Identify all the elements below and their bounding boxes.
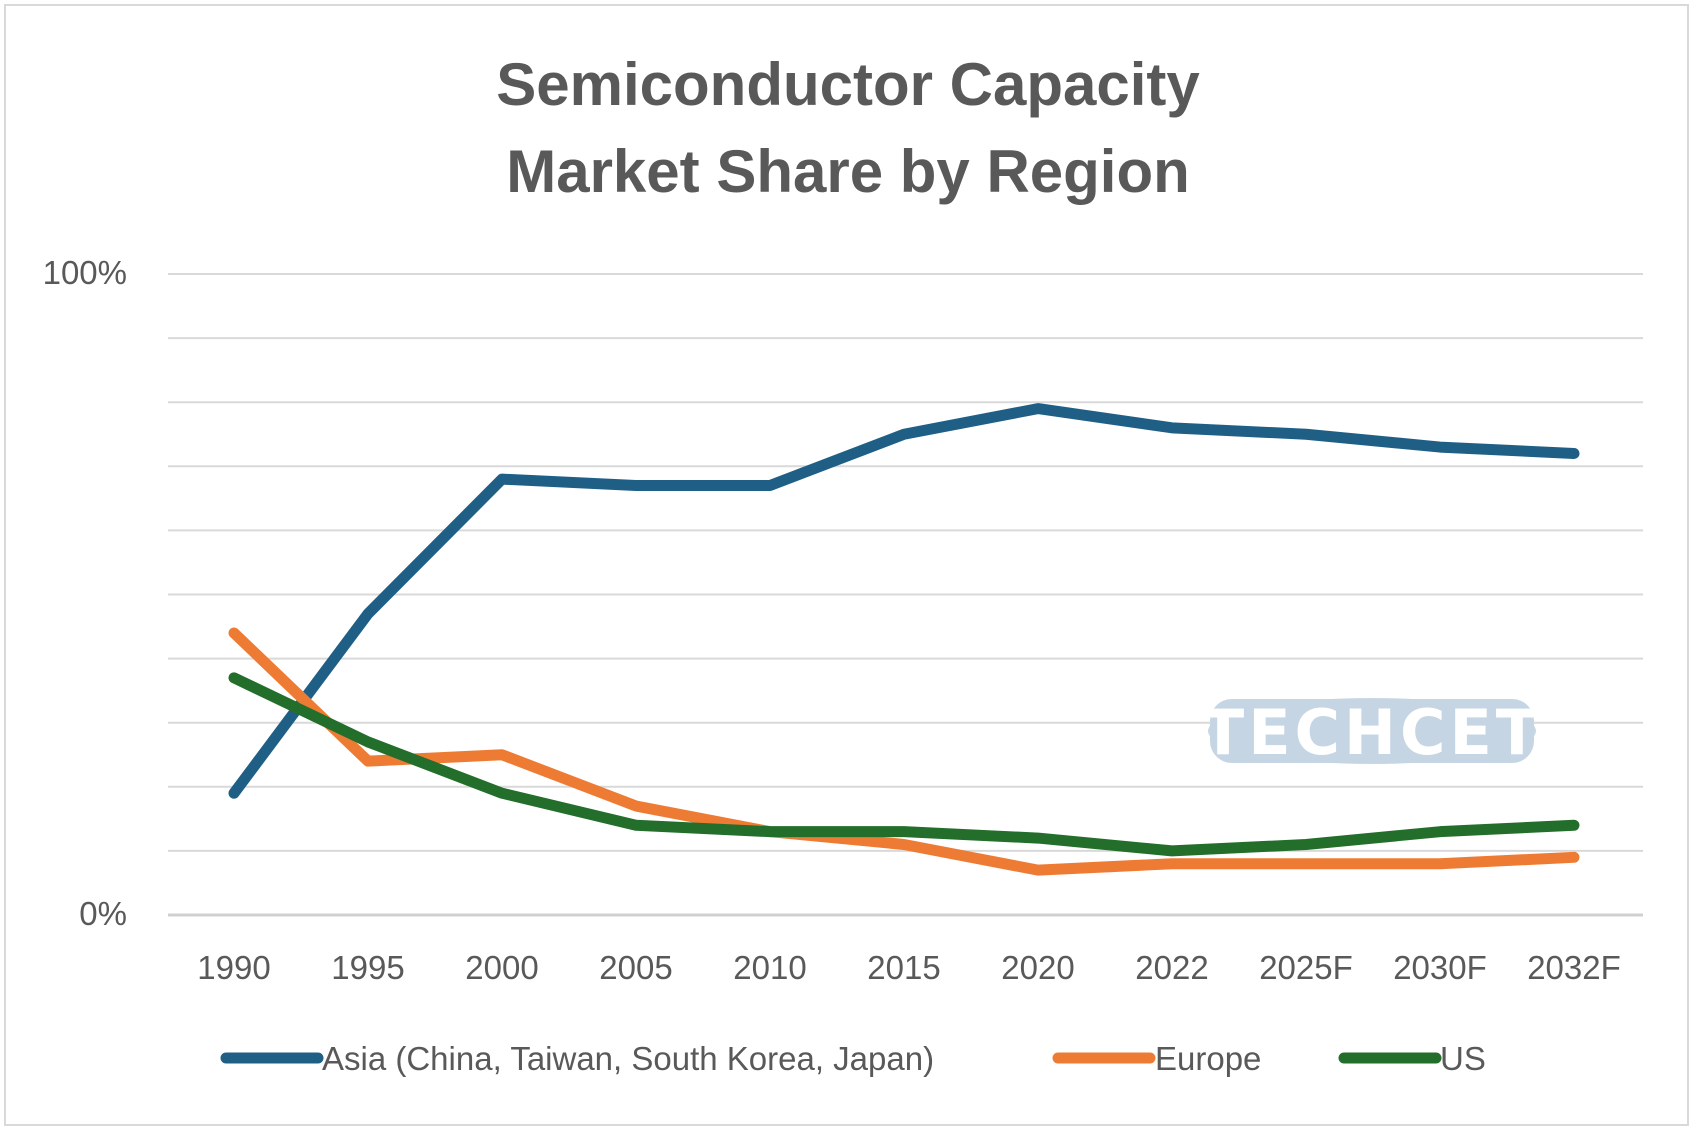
x-tick-label-2022: 2022 bbox=[1135, 949, 1208, 986]
series-line-asia bbox=[228, 403, 1580, 799]
x-tick-label-1990: 1990 bbox=[197, 949, 270, 986]
x-tick-label-2030F: 2030F bbox=[1393, 949, 1487, 986]
legend-item-asia: Asia (China, Taiwan, South Korea, Japan) bbox=[220, 1040, 934, 1077]
legend-item-us: US bbox=[1338, 1040, 1486, 1077]
x-tick-label-2025F: 2025F bbox=[1259, 949, 1353, 986]
series-line-us bbox=[228, 672, 1580, 857]
legend-label-europe: Europe bbox=[1155, 1040, 1261, 1077]
y-tick-label-0: 0% bbox=[79, 895, 127, 932]
chart-frame bbox=[4, 4, 1689, 1126]
x-tick-label-2032F: 2032F bbox=[1527, 949, 1621, 986]
x-tick-label-2010: 2010 bbox=[733, 949, 806, 986]
techcet-logo-text: TECHCET bbox=[1202, 696, 1542, 769]
chart-title-line-1: Semiconductor Capacity bbox=[496, 51, 1200, 118]
x-tick-label-2005: 2005 bbox=[599, 949, 672, 986]
legend-label-us: US bbox=[1440, 1040, 1486, 1077]
legend: Asia (China, Taiwan, South Korea, Japan)… bbox=[220, 1040, 1486, 1077]
chart-title-line-2: Market Share by Region bbox=[506, 138, 1190, 205]
legend-label-asia: Asia (China, Taiwan, South Korea, Japan) bbox=[322, 1040, 934, 1077]
x-tick-label-1995: 1995 bbox=[331, 949, 404, 986]
series-lines bbox=[228, 403, 1580, 876]
legend-item-europe: Europe bbox=[1052, 1040, 1261, 1077]
techcet-logo: TECHCET bbox=[1202, 696, 1542, 769]
x-tick-label-2020: 2020 bbox=[1001, 949, 1074, 986]
y-tick-label-100: 100% bbox=[43, 254, 127, 291]
x-tick-label-2000: 2000 bbox=[465, 949, 538, 986]
series-line-europe bbox=[228, 627, 1580, 876]
x-tick-label-2015: 2015 bbox=[867, 949, 940, 986]
x-axis-ticks: 1990 1995 2000 2005 2010 2015 2020 2022 2025F 203… bbox=[197, 949, 1621, 986]
gridlines bbox=[168, 273, 1643, 917]
